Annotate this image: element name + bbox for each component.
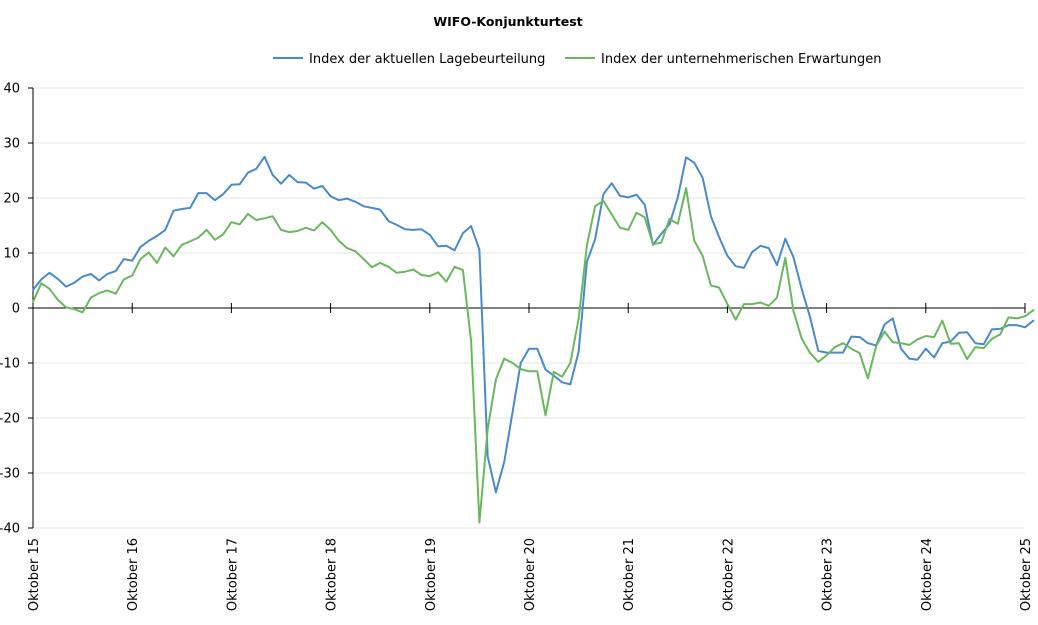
y-tick-label: 0 <box>12 302 20 317</box>
x-axis: Oktober 15 Oktober 16 Oktober 17 Oktober 18… <box>27 303 1034 611</box>
series-line-lage <box>32 155 1035 494</box>
x-tick-label: Oktober 24 <box>920 538 935 611</box>
x-tick-label: Oktober 21 <box>622 538 637 611</box>
legend-label-erwartungen: Index der unternehmerischen Erwartungen <box>601 52 882 67</box>
series-line-erwartungen <box>32 187 1035 524</box>
x-tick-label: Oktober 23 <box>821 538 836 611</box>
x-tick-label: Oktober 16 <box>126 538 141 611</box>
x-tick-label: Oktober 19 <box>424 538 439 611</box>
x-tick-label: Oktober 15 <box>27 538 42 611</box>
y-tick-label: -10 <box>0 357 20 372</box>
x-tick-label: Oktober 22 <box>721 538 736 611</box>
y-tick-label: 20 <box>3 192 20 207</box>
y-tick-label: 10 <box>3 247 20 262</box>
x-tick-label: Oktober 25 <box>1019 538 1034 611</box>
y-tick-label: -30 <box>0 467 20 482</box>
series-layer <box>32 155 1035 524</box>
legend-label-lage: Index der aktuellen Lagebeurteilung <box>309 52 545 67</box>
y-axis: 40 30 20 10 0 -10 -20 -30 -40 <box>0 82 1025 537</box>
chart-title: WIFO-Konjunkturtest <box>433 14 582 29</box>
legend: Index der aktuellen Lagebeurteilung Inde… <box>273 52 882 67</box>
y-tick-label: -40 <box>0 522 20 537</box>
y-tick-label: 30 <box>3 137 20 152</box>
x-tick-label: Oktober 18 <box>325 538 340 611</box>
y-tick-label: -20 <box>0 412 20 427</box>
x-tick-label: Oktober 20 <box>523 538 538 611</box>
y-tick-label: 40 <box>3 82 20 97</box>
x-tick-label: Oktober 17 <box>225 538 240 611</box>
